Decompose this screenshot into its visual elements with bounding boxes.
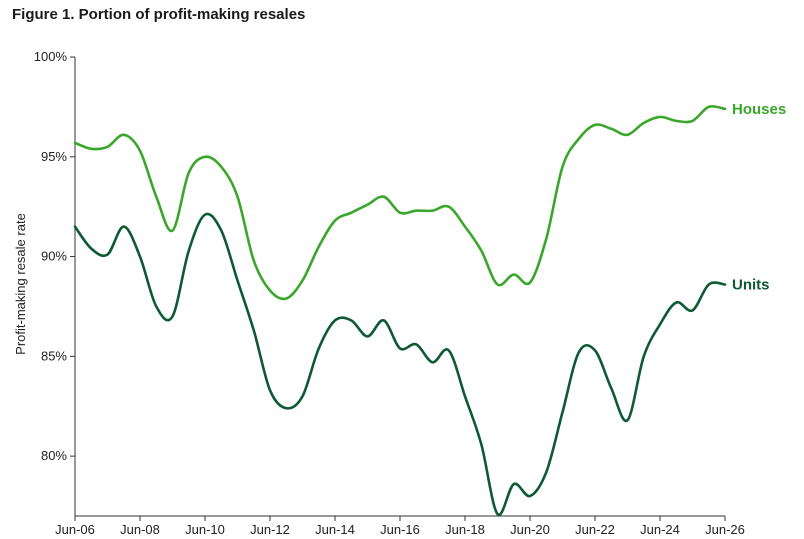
series-labels: Houses Units xyxy=(732,101,786,294)
y-axis-title: Profit-making resale rate xyxy=(13,213,28,355)
x-axis: Jun-06 Jun-08 Jun-10 Jun-12 Jun-14 Jun-16 Jun-… xyxy=(55,515,745,537)
series-lines xyxy=(73,105,727,517)
x-tick-label: Jun-12 xyxy=(250,522,290,537)
x-tick-label: Jun-08 xyxy=(120,522,160,537)
x-tick-label: Jun-10 xyxy=(185,522,225,537)
y-tick-label: 80% xyxy=(41,448,67,463)
x-tick-label: Jun-22 xyxy=(575,522,615,537)
y-axis: 80% 85% 90% 95% 100% xyxy=(34,49,76,516)
x-tick-label: Jun-14 xyxy=(315,522,355,537)
x-tick-label: Jun-26 xyxy=(705,522,745,537)
series-line-units xyxy=(73,212,727,517)
series-label-units: Units xyxy=(732,277,770,294)
y-tick-label: 100% xyxy=(34,49,68,64)
series-label-houses: Houses xyxy=(732,101,786,118)
x-tick-label: Jun-18 xyxy=(445,522,485,537)
series-line-houses xyxy=(73,105,727,301)
y-tick-label: 95% xyxy=(41,149,67,164)
x-tick-label: Jun-20 xyxy=(510,522,550,537)
x-tick-label: Jun-24 xyxy=(640,522,680,537)
y-tick-label: 85% xyxy=(41,348,67,363)
chart-title: Figure 1. Portion of profit-making resal… xyxy=(12,6,306,23)
x-tick-label: Jun-16 xyxy=(380,522,420,537)
x-tick-label: Jun-06 xyxy=(55,522,95,537)
y-tick-label: 90% xyxy=(41,249,67,264)
